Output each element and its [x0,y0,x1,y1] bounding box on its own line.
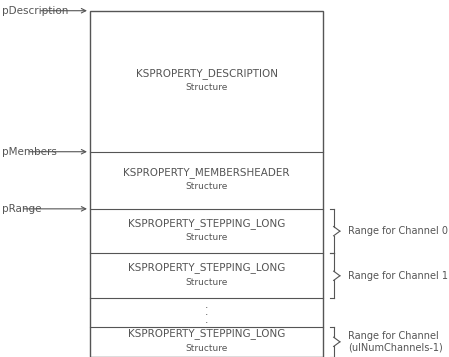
Text: Range for Channel
(ulNumChannels-1): Range for Channel (ulNumChannels-1) [348,331,443,353]
Text: KSPROPERTY_STEPPING_LONG: KSPROPERTY_STEPPING_LONG [128,262,285,273]
Text: Structure: Structure [185,233,228,242]
Text: Range for Channel 1: Range for Channel 1 [348,271,448,281]
Text: pDescription: pDescription [2,6,69,16]
Text: Structure: Structure [185,182,228,191]
Text: Range for Channel 0: Range for Channel 0 [348,226,448,236]
Text: Structure: Structure [185,344,228,353]
Text: Structure: Structure [185,278,228,287]
Text: KSPROPERTY_MEMBERSHEADER: KSPROPERTY_MEMBERSHEADER [123,167,290,178]
Text: .: . [205,307,208,317]
Text: Structure: Structure [185,83,228,92]
Text: KSPROPERTY_DESCRIPTION: KSPROPERTY_DESCRIPTION [136,68,277,79]
Text: pMembers: pMembers [2,147,57,157]
Text: .: . [205,315,208,325]
Text: .: . [205,300,208,310]
Bar [90,11,323,357]
Text: pRange: pRange [2,204,42,214]
Text: KSPROPERTY_STEPPING_LONG: KSPROPERTY_STEPPING_LONG [128,328,285,340]
Text: KSPROPERTY_STEPPING_LONG: KSPROPERTY_STEPPING_LONG [128,218,285,229]
